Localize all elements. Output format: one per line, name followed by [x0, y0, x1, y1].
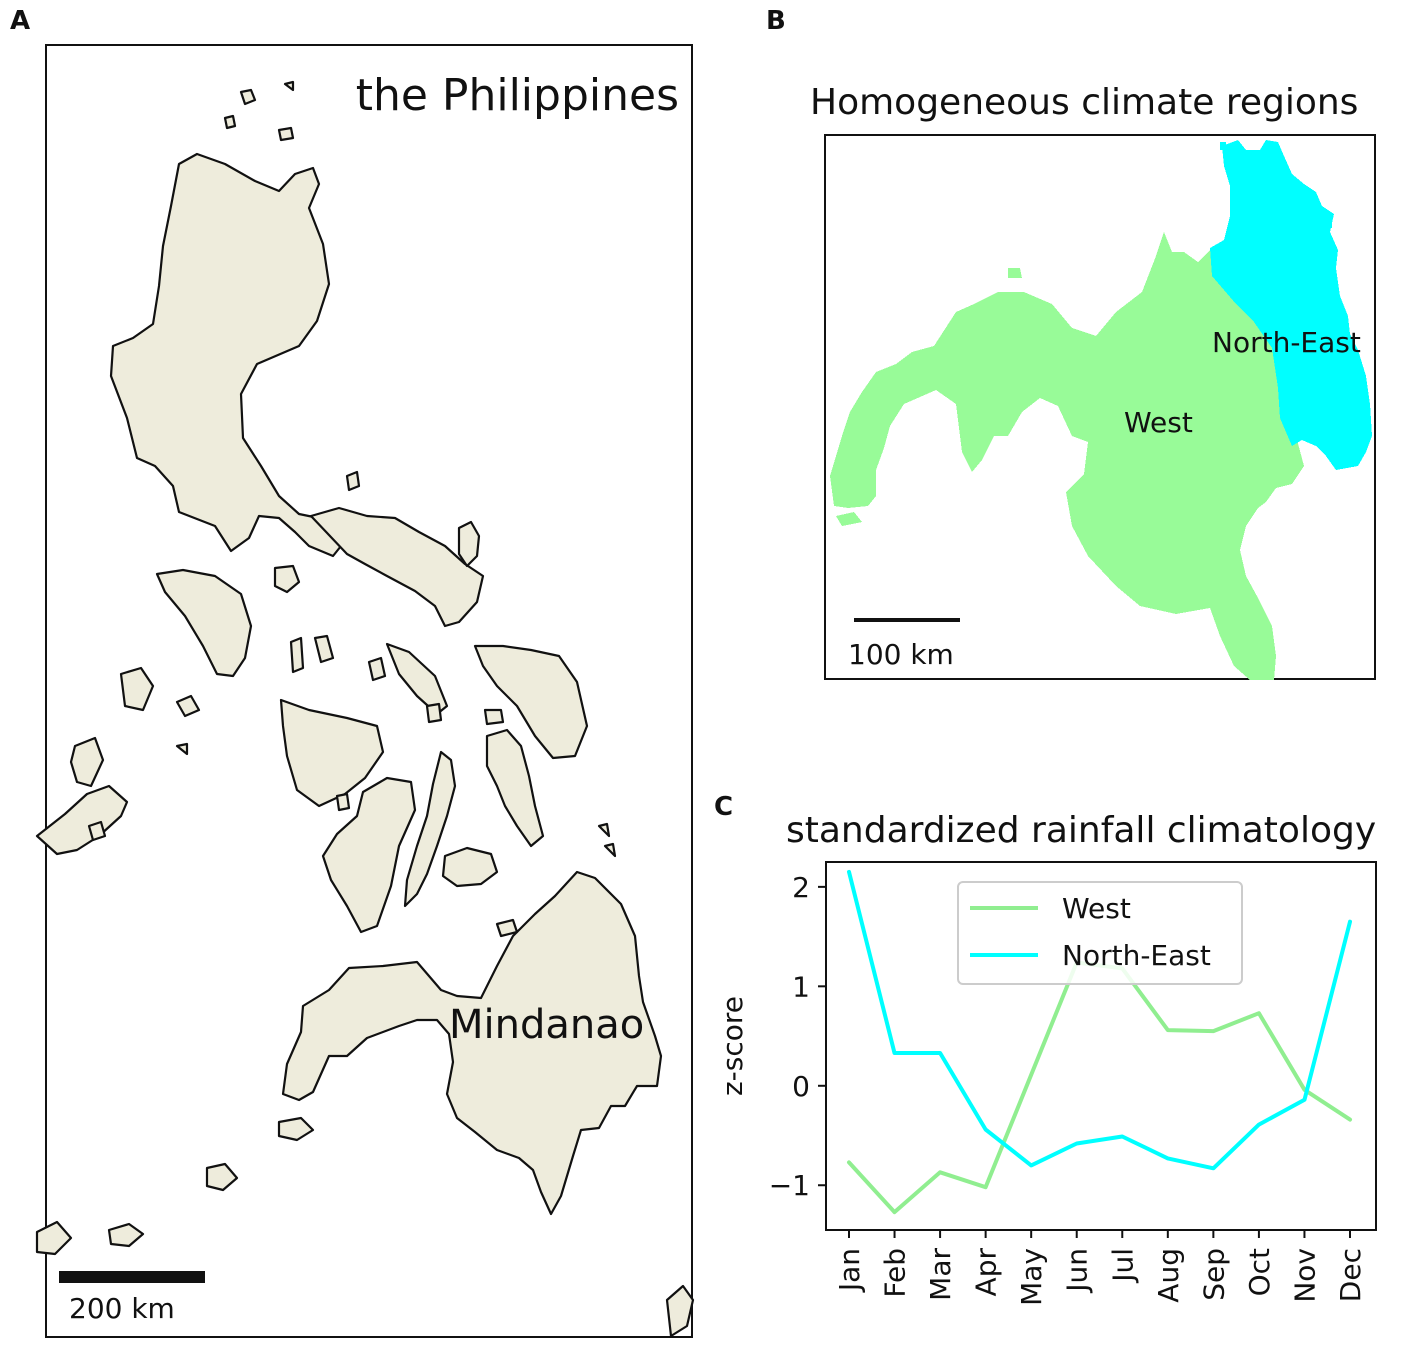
panel-c-letter: C [714, 792, 734, 822]
plot-frame [825, 861, 1377, 1231]
philippines-map-svg [35, 80, 695, 1338]
climate-regions-svg [830, 140, 1372, 680]
x-tick-label: Feb [879, 1248, 912, 1298]
north-east-region-label: North-East [1212, 326, 1361, 359]
palawan-north-islets [69, 736, 105, 788]
map-a-scalebar [59, 1271, 205, 1283]
y-tick-label: 1 [792, 970, 810, 1003]
rainfall-chart-title: standardized rainfall climatology [786, 810, 1377, 851]
panel-b-letter: B [766, 6, 786, 36]
panay-island [279, 698, 385, 808]
x-tick-label: Jun [1061, 1248, 1094, 1294]
map-a-scalebar-label: 200 km [69, 1292, 175, 1325]
x-tick-label: Jul [1106, 1248, 1139, 1284]
series-line-west [847, 960, 1352, 1215]
philippines-map-title: the Philippines [355, 70, 679, 121]
series-line-north-east [847, 869, 1352, 1171]
west-region-label: West [1124, 406, 1193, 439]
sulu-island [205, 1162, 239, 1192]
philippines-map: the Philippines Mindanao 200 km [35, 44, 695, 1338]
x-tick-label: Nov [1288, 1248, 1321, 1303]
mindoro-island [155, 568, 253, 678]
negros-island [321, 776, 417, 934]
basilan-island [277, 1116, 315, 1142]
climate-regions-title: Homogeneous climate regions [810, 82, 1359, 123]
chart-legend: West North-East [957, 881, 1243, 985]
mindanao-label: Mindanao [449, 1002, 645, 1048]
y-tick-label: 2 [792, 871, 810, 904]
chart-axes: −1 0 1 2 Jan Feb Mar Apr May Jun Jul Aug Sep Oct Nov De… [716, 861, 1377, 1306]
marinduque-island [273, 564, 301, 594]
chart-series [847, 869, 1352, 1215]
y-tick-label: −1 [769, 1169, 810, 1202]
luzon-island [109, 152, 347, 558]
legend-box [957, 881, 1243, 985]
x-tick-label: Oct [1243, 1248, 1276, 1296]
x-tick-label: Sep [1197, 1248, 1230, 1301]
x-tick-label: Aug [1152, 1248, 1185, 1303]
x-tick-label: Apr [970, 1248, 1003, 1297]
x-tick-label: Jan [833, 1248, 866, 1293]
mindanao-island [281, 870, 663, 1216]
legend-label: West [1062, 892, 1131, 925]
y-tick-label: 0 [792, 1070, 810, 1103]
west-region [830, 232, 1304, 680]
legend-label: North-East [1062, 939, 1211, 972]
map-b-scalebar-label: 100 km [848, 638, 954, 671]
guimaras-island [335, 792, 351, 812]
palawan-island [35, 784, 129, 856]
x-tick-label: Mar [924, 1248, 957, 1301]
catanduanes-island [457, 520, 481, 568]
y-axis-label: z-score [716, 996, 749, 1096]
bohol-island [441, 846, 499, 888]
x-tick-label: May [1015, 1248, 1048, 1306]
bicol-peninsula [309, 506, 485, 628]
masbate-island [385, 642, 449, 716]
x-tick-label: Dec [1334, 1248, 1367, 1302]
climate-regions-map: West North-East 100 km [824, 134, 1376, 680]
samar-island [473, 644, 589, 760]
leyte-island [485, 728, 545, 848]
cebu-island [403, 750, 457, 908]
map-b-scalebar [854, 618, 960, 622]
panel-a-letter: A [10, 6, 31, 36]
